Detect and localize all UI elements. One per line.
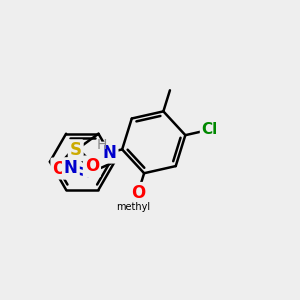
- Text: O: O: [52, 160, 67, 178]
- Text: O: O: [131, 184, 145, 202]
- Text: methyl: methyl: [117, 202, 151, 212]
- Text: Cl: Cl: [202, 122, 218, 137]
- Text: H: H: [96, 138, 107, 152]
- Text: O: O: [85, 158, 99, 175]
- Text: N: N: [64, 159, 78, 177]
- Text: N: N: [103, 144, 116, 162]
- Text: S: S: [70, 141, 82, 159]
